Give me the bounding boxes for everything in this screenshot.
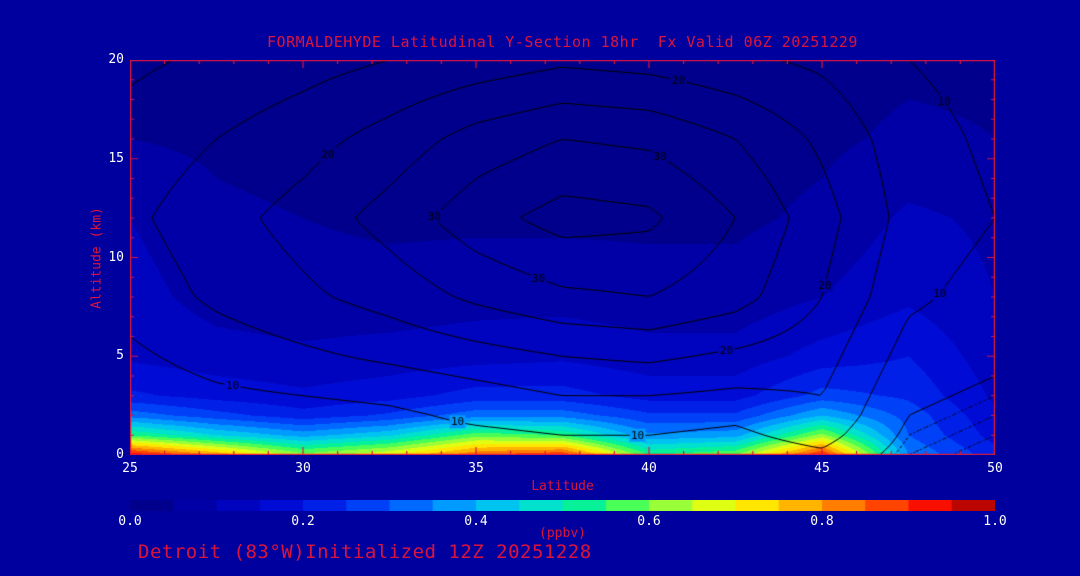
colorbar-tick-label: 0.2 <box>291 514 315 529</box>
colorbar-tick-label: 1.0 <box>983 514 1007 529</box>
colorbar-tick-label: 0.4 <box>464 514 488 529</box>
y-tick-label: 15 <box>108 150 124 166</box>
x-tick-label: 35 <box>468 461 484 476</box>
y-tick-label: 5 <box>116 348 124 364</box>
plot-title: FORMALDEHYDE Latitudinal Y-Section 18hr … <box>267 33 858 51</box>
y-tick-label: 20 <box>108 52 124 67</box>
x-tick-label: 50 <box>987 461 1003 476</box>
colorbar-unit-label: (ppbv) <box>539 526 586 541</box>
colorbar-tick-label: 0.0 <box>118 514 142 529</box>
colorbar-tick-label: 0.6 <box>637 514 661 529</box>
y-tick-label: 10 <box>108 249 124 265</box>
x-tick-label: 25 <box>122 461 138 476</box>
x-tick-label: 40 <box>641 461 657 476</box>
colorbar-tick-label: 0.8 <box>810 514 834 529</box>
x-tick-label: 45 <box>814 461 830 476</box>
colorbar <box>130 500 995 511</box>
x-axis-label: Latitude <box>531 479 594 494</box>
contour-heatmap-canvas <box>130 60 995 455</box>
footer-annotation: Detroit (83°W)Initialized 12Z 20251228 <box>138 541 592 563</box>
x-tick-label: 30 <box>295 461 311 476</box>
y-tick-label: 0 <box>116 447 124 462</box>
